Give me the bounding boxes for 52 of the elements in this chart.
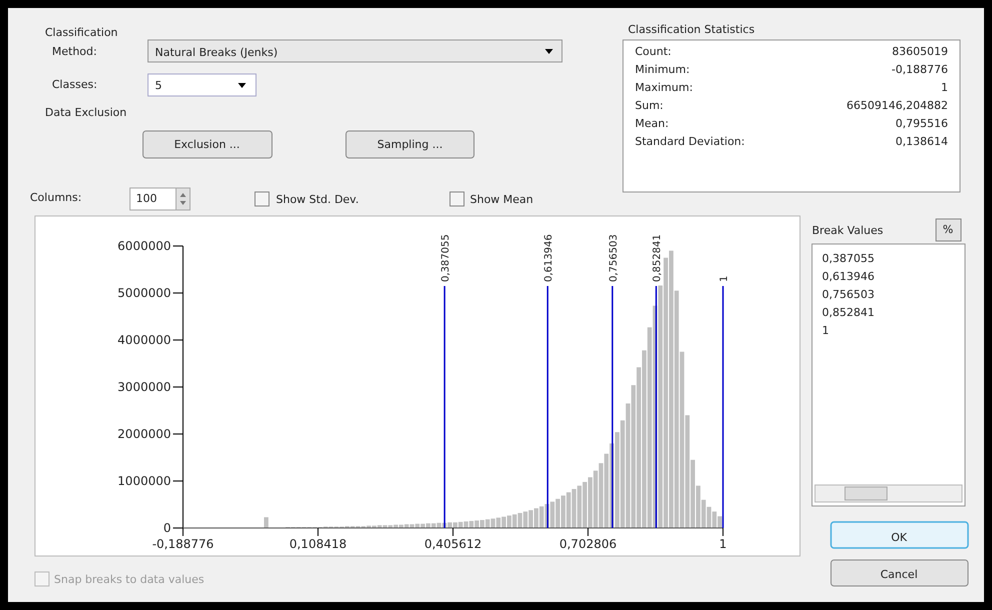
text: 1 <box>822 324 829 337</box>
y-tick-label: 2000000 <box>118 427 171 441</box>
text: 66509146,204882 <box>846 99 948 112</box>
ref-line-label: 0,613946 <box>544 234 555 282</box>
x-tick-label: 0,405612 <box>424 537 482 551</box>
ref-line-label: 0,387055 <box>440 234 452 282</box>
y-tick-label: 6000000 <box>118 239 171 253</box>
y-tick-label: 4000000 <box>118 333 171 347</box>
text: Mean: <box>635 117 669 130</box>
text: Sum: <box>635 99 664 112</box>
ref-line-label: 1 <box>719 276 730 282</box>
y-tick-label: 0 <box>163 521 171 535</box>
text: 0,387055 <box>822 252 874 265</box>
y-tick-label: 3000000 <box>118 380 171 394</box>
text: Columns: <box>30 191 82 204</box>
y-tick-label: 5000000 <box>118 286 171 300</box>
x-tick-label: -0,188776 <box>152 537 214 551</box>
text: Show Mean <box>470 193 534 206</box>
text: Count: <box>635 45 672 58</box>
text: Standard Deviation: <box>635 135 745 148</box>
text: Cancel <box>880 568 918 581</box>
ref-line-label: 0,852841 <box>652 234 664 282</box>
text: 0,756503 <box>822 288 874 301</box>
text: 5 <box>155 79 162 92</box>
text: Method: <box>52 45 97 58</box>
ref-line-label: 0,756503 <box>608 234 620 282</box>
text: Natural Breaks (Jenks) <box>155 46 278 59</box>
text: Break Values <box>812 224 884 237</box>
text: Exclusion ... <box>174 138 240 151</box>
text: Classes: <box>52 78 98 91</box>
text: 100 <box>136 192 157 205</box>
text: 1 <box>941 81 948 94</box>
text: Classification Statistics <box>628 23 755 36</box>
text: OK <box>891 531 908 544</box>
y-tick-label: 1000000 <box>118 474 171 488</box>
text: Minimum: <box>635 63 690 76</box>
x-tick-label: 1 <box>719 537 727 551</box>
text: -0,188776 <box>892 63 948 76</box>
x-tick-label: 0,702806 <box>559 537 617 551</box>
text: Snap breaks to data values <box>54 573 204 586</box>
x-tick-label: 0,108418 <box>289 537 347 551</box>
text: 0,613946 <box>822 270 874 283</box>
text: Maximum: <box>635 81 693 94</box>
text: Show Std. Dev. <box>276 193 359 206</box>
text: 0,138614 <box>896 135 948 148</box>
text: Sampling ... <box>377 138 443 151</box>
text: 83605019 <box>892 45 948 58</box>
text: Classification <box>45 26 118 39</box>
text: 0,795516 <box>896 117 948 130</box>
text: % <box>942 223 954 236</box>
text: Data Exclusion <box>45 106 127 119</box>
text: 0,852841 <box>822 306 874 319</box>
